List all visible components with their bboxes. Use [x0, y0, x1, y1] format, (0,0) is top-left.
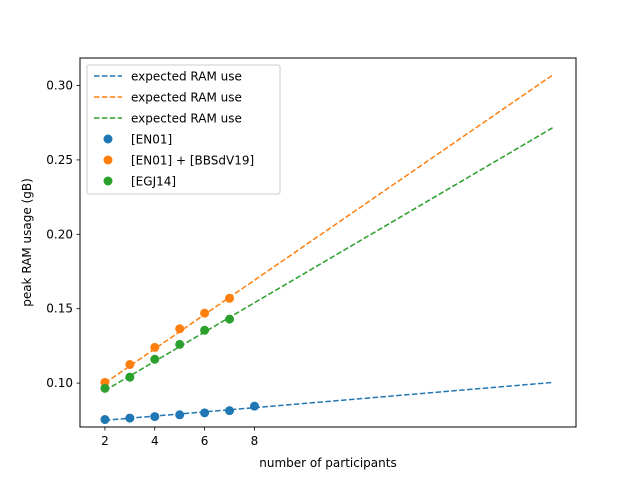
y-tick-label-2: 0.20 [46, 227, 73, 241]
legend-series-label-0: [EN01] [131, 133, 172, 147]
legend-box [86, 64, 281, 195]
data-point-s0-1 [125, 413, 135, 423]
legend-trend-label-1: expected RAM use [131, 91, 242, 105]
data-point-s2-5 [225, 314, 235, 324]
legend: expected RAM use expected RAM use expected… [86, 64, 281, 195]
data-point-s1-2 [150, 342, 160, 352]
data-point-s0-2 [150, 412, 160, 422]
legend-series-label-2: [EGJ14] [131, 175, 176, 189]
x-tick-label-2: 6 [201, 434, 209, 448]
legend-series-label-1: [EN01] + [BBSdV19] [131, 154, 254, 168]
data-point-s0-6 [249, 401, 259, 411]
data-point-s0-4 [200, 408, 210, 418]
data-point-s2-0 [100, 383, 110, 393]
data-point-s1-1 [125, 360, 135, 370]
data-point-s0-3 [175, 410, 185, 420]
y-tick-label-1: 0.15 [46, 302, 73, 316]
data-point-s2-1 [125, 372, 135, 382]
x-tick-label-3: 8 [251, 434, 259, 448]
data-points [100, 293, 259, 425]
y-tick-label-3: 0.25 [46, 153, 73, 167]
data-point-s2-3 [175, 339, 185, 349]
x-axis-label: number of participants [259, 456, 396, 470]
data-point-s0-0 [100, 415, 110, 425]
legend-trend-label-0: expected RAM use [131, 70, 242, 84]
y-axis-ticks: 0.10 0.15 0.20 0.25 0.30 [46, 79, 80, 390]
data-point-s2-4 [200, 325, 210, 335]
x-axis-ticks: 2 4 6 8 [101, 427, 258, 448]
legend-series-marker-2 [103, 176, 113, 186]
y-tick-label-4: 0.30 [46, 79, 73, 93]
data-point-s2-2 [150, 354, 160, 364]
data-point-s1-3 [175, 324, 185, 334]
y-tick-label-0: 0.10 [46, 376, 73, 390]
legend-series-marker-0 [103, 134, 113, 144]
legend-series-marker-1 [103, 155, 113, 165]
data-point-s1-5 [225, 293, 235, 303]
data-point-s1-4 [200, 308, 210, 318]
y-axis-label: peak RAM usage (gB) [20, 178, 34, 307]
plot-frame [79, 57, 577, 428]
x-tick-label-1: 4 [151, 434, 159, 448]
x-tick-label-0: 2 [101, 434, 109, 448]
data-point-s0-5 [225, 406, 235, 416]
legend-trend-label-2: expected RAM use [131, 112, 242, 126]
